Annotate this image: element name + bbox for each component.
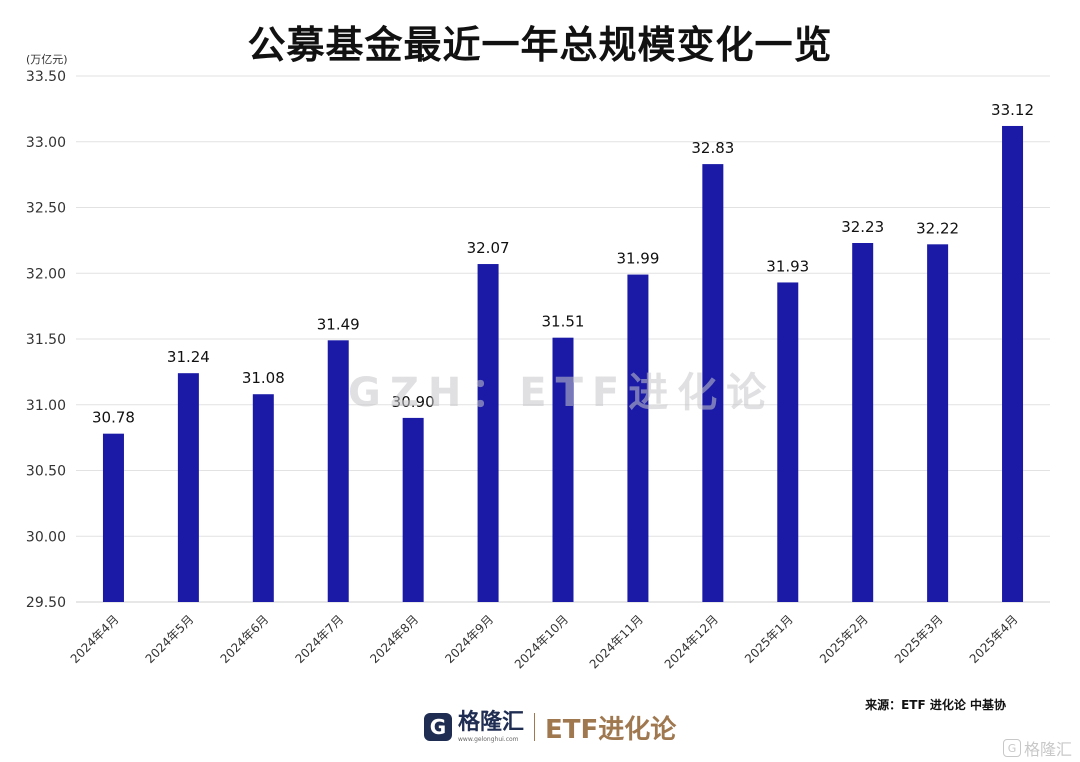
x-tick-label: 2024年8月	[367, 612, 421, 666]
bar	[627, 274, 649, 602]
data-label: 32.22	[916, 219, 959, 237]
data-label: 31.93	[766, 257, 809, 275]
bar	[102, 433, 124, 602]
corner-logo-icon: G	[1002, 739, 1021, 757]
footer-divider	[534, 713, 536, 741]
y-tick-label: 31.50	[26, 332, 66, 348]
data-label: 33.12	[991, 101, 1034, 119]
data-label: 30.90	[392, 393, 435, 411]
data-label: 31.24	[167, 348, 210, 366]
x-tick-label: 2024年5月	[143, 612, 197, 666]
bar	[927, 244, 949, 602]
y-tick-label: 30.50	[26, 464, 66, 480]
data-label: 31.51	[542, 313, 585, 331]
y-axis-unit: (万亿元)	[26, 53, 68, 66]
x-tick-label: 2024年10月	[512, 612, 571, 671]
bar-chart: 29.50 30.00 30.50 31.00 31.50 32.00 32.50 33.00…	[26, 69, 1050, 671]
y-tick-label: 33.50	[26, 69, 66, 85]
bar	[327, 340, 349, 602]
y-tick-label: 32.50	[26, 201, 66, 217]
corner-logo-text: 格隆汇	[1023, 740, 1072, 759]
bar	[552, 337, 574, 602]
x-tick-label: 2024年7月	[292, 612, 346, 666]
data-label: 31.08	[242, 369, 285, 387]
data-label: 31.99	[616, 250, 659, 268]
x-tick-label: 2025年4月	[967, 612, 1021, 666]
brand-name: 格隆汇	[458, 709, 525, 735]
y-tick-label: 30.00	[26, 529, 66, 545]
watermark-text: GZH：ETF进化论	[348, 370, 776, 416]
source-note: 来源：ETF 进化论 中基协	[865, 698, 1006, 712]
chart-title: 公募基金最近一年总规模变化一览	[247, 23, 833, 67]
x-tick-label: 2025年3月	[892, 612, 946, 666]
bar	[852, 243, 874, 602]
bar	[777, 282, 799, 602]
corner-watermark: G 格隆汇	[1002, 736, 1072, 760]
x-tick-label: 2024年4月	[68, 612, 122, 666]
x-tick-label: 2024年11月	[587, 612, 646, 671]
bar	[477, 264, 499, 602]
x-tick-label: 2024年6月	[218, 612, 272, 666]
x-tick-label: 2025年1月	[742, 612, 796, 666]
y-tick-label: 29.50	[26, 595, 66, 611]
data-label: 30.78	[92, 409, 135, 427]
data-label: 32.83	[691, 139, 734, 157]
y-tick-label: 32.00	[26, 266, 66, 282]
x-tick-label: 2024年12月	[662, 612, 721, 671]
x-tick-label: 2025年2月	[817, 612, 871, 666]
bar	[702, 164, 724, 603]
y-tick-label: 33.00	[26, 135, 66, 151]
bar	[252, 394, 274, 602]
data-label: 31.49	[317, 315, 360, 333]
footer-logo: G 格隆汇 www.gelonghui.com ETF进化论	[424, 709, 677, 745]
bar	[177, 373, 199, 602]
etf-brand-name: ETF进化论	[545, 714, 677, 745]
bar	[402, 417, 424, 602]
brand-block: 格隆汇 www.gelonghui.com	[458, 709, 525, 743]
brand-url: www.gelonghui.com	[458, 735, 519, 743]
bar	[1002, 125, 1024, 602]
x-tick-label: 2024年9月	[442, 612, 496, 666]
data-label: 32.07	[467, 239, 510, 257]
y-tick-label: 31.00	[26, 398, 66, 414]
data-label: 32.23	[841, 218, 884, 236]
gelonghui-logo-icon: G	[424, 713, 452, 741]
